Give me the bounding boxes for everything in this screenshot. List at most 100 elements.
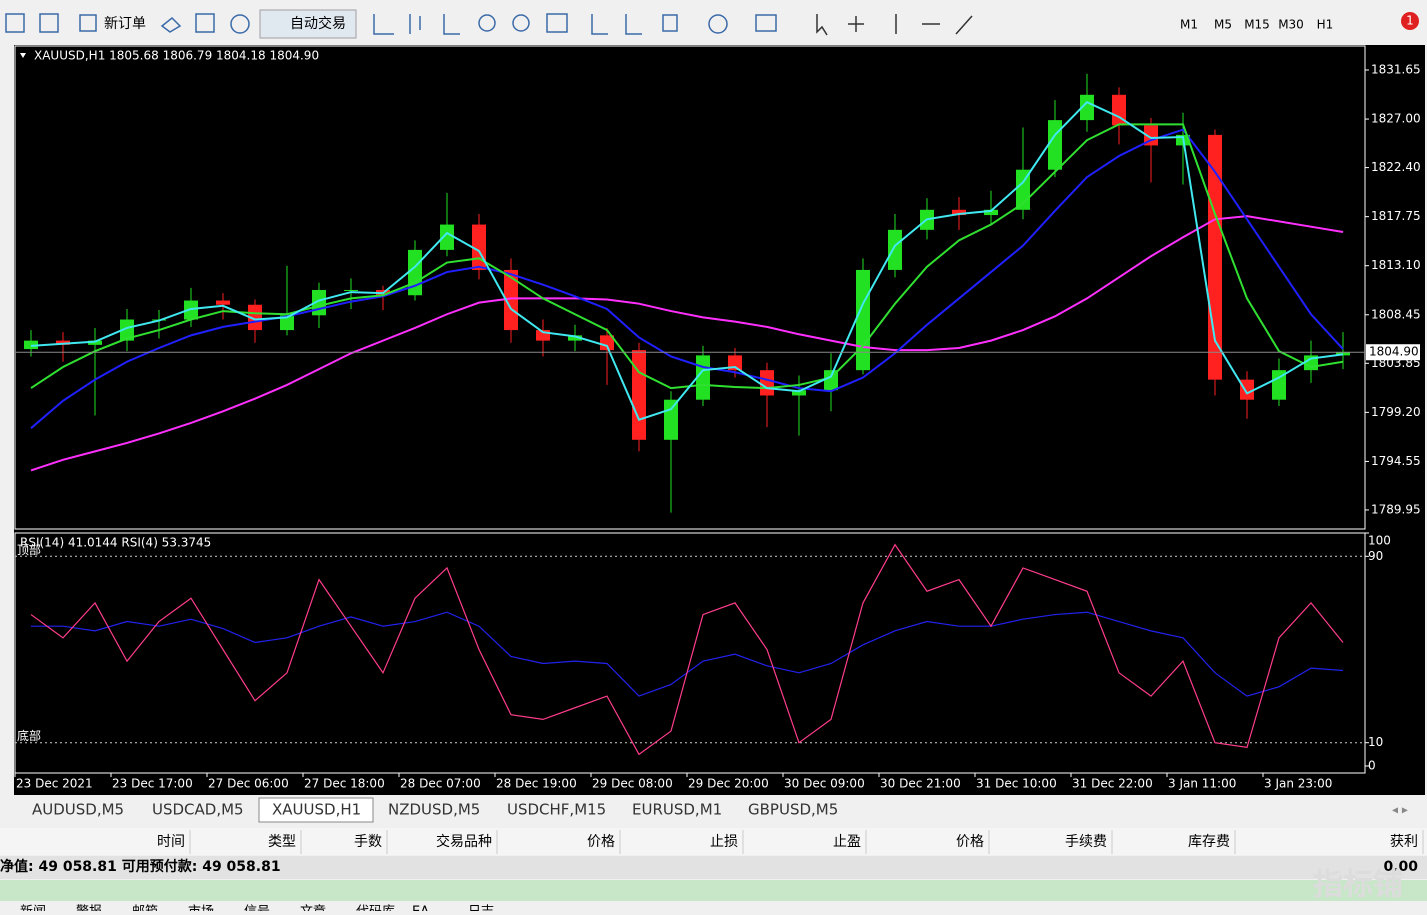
x-tick-label: 31 Dec 10:00 — [976, 777, 1057, 791]
column-header[interactable]: 止盈 — [833, 834, 861, 850]
column-header[interactable]: 获利 — [1390, 834, 1418, 850]
x-tick-label: 31 Dec 22:00 — [1072, 777, 1153, 791]
balance: 净值: 49 058.81 可用预付款: 49 058.81 — [0, 858, 281, 875]
level-label: 顶部 — [17, 542, 41, 557]
chart-tab[interactable]: USDCAD,M5 — [152, 801, 244, 819]
y-tick-label: 0 — [1368, 759, 1376, 773]
rsi-panel — [14, 532, 1366, 774]
terminal-tab[interactable]: 新闻 — [20, 904, 46, 915]
green-row — [0, 880, 1427, 901]
candle-body — [24, 340, 38, 350]
x-tick-label: 28 Dec 19:00 — [496, 777, 577, 791]
x-tick-label: 3 Jan 23:00 — [1264, 777, 1332, 791]
x-tick-label: 30 Dec 09:00 — [784, 777, 865, 791]
candle-body — [1048, 120, 1062, 170]
column-header[interactable]: 库存费 — [1188, 834, 1230, 850]
moving-average — [30, 123, 1344, 390]
toolbar — [0, 0, 1427, 44]
candle-body — [248, 304, 262, 331]
candle-body — [1272, 370, 1286, 400]
candle-body — [664, 399, 678, 440]
column-header[interactable]: 类型 — [268, 834, 296, 850]
alert-count: 1 — [1406, 14, 1414, 28]
chart-tab[interactable]: GBPUSD,M5 — [748, 801, 838, 819]
candle-body — [1112, 94, 1126, 126]
alert-badge — [1401, 12, 1419, 30]
x-tick-label: 3 Jan 11:00 — [1168, 777, 1236, 791]
chart-info: XAUUSD,H1 1805.68 1806.79 1804.18 1804.9… — [34, 49, 319, 63]
current-price-box — [1366, 344, 1420, 361]
timeframe-button[interactable]: H1 — [1317, 18, 1334, 32]
candle-body — [952, 209, 966, 216]
active-tab — [258, 797, 374, 823]
terminal-tab[interactable]: 邮箱 — [132, 904, 158, 915]
x-tick-label: 28 Dec 07:00 — [400, 777, 481, 791]
timeframes: M1 M5 M15 M30 H1 — [1180, 18, 1333, 32]
x-tick-label: 27 Dec 06:00 — [208, 777, 289, 791]
candle-body — [408, 249, 422, 296]
candle-body — [88, 340, 102, 345]
candle-body — [632, 350, 646, 440]
candle-body — [600, 335, 614, 351]
timeframe-button[interactable]: M15 — [1244, 18, 1270, 32]
balance-row — [0, 856, 1427, 879]
candle-body — [984, 209, 998, 216]
y-tick-label: 1794.55 — [1371, 454, 1421, 468]
y-tick-label: 1808.45 — [1371, 307, 1421, 321]
tab-scroll[interactable]: ◂ ▸ — [1392, 803, 1408, 817]
candle-body — [120, 319, 134, 341]
rsi-title: RSI(14) 41.0144 RSI(4) 53.3745 — [20, 536, 211, 550]
candle-body — [344, 289, 358, 291]
timeframe-button[interactable]: M5 — [1214, 18, 1232, 32]
terminal-tab[interactable]: EA — [412, 905, 429, 915]
terminal-tab[interactable]: 代码库 — [356, 904, 395, 915]
column-header[interactable]: 手数 — [354, 834, 382, 850]
chart-tab[interactable]: AUDUSD,M5 — [32, 801, 124, 819]
candle-body — [1144, 125, 1158, 146]
moving-average — [30, 128, 1344, 429]
chart-tab[interactable]: XAUUSD,H1 — [272, 801, 361, 819]
candle-body — [888, 229, 902, 270]
terminal-tab[interactable]: 信号 — [244, 905, 270, 915]
chart-tab[interactable]: EURUSD,M1 — [632, 801, 722, 819]
chart-marks: 1831.65 1827.00 1822.40 1817.75 1813.10 1808.… — [14, 63, 1421, 791]
moving-average — [30, 100, 1344, 421]
y-tick-label: 1789.95 — [1371, 502, 1421, 516]
auto-trading-button[interactable]: 自动交易 — [290, 15, 346, 32]
terminal-tab[interactable]: 市场 — [188, 904, 214, 915]
price-panel — [14, 45, 1366, 530]
terminal-tab[interactable]: 警报 — [76, 904, 102, 915]
column-header[interactable]: 手续费 — [1065, 833, 1107, 850]
chart-tab[interactable]: NZDUSD,M5 — [388, 801, 480, 819]
column-header[interactable]: 时间 — [157, 834, 185, 850]
level-label: 底部 — [17, 728, 41, 743]
column-header[interactable]: 止损 — [710, 834, 738, 850]
timeframe-button[interactable]: M1 — [1180, 18, 1198, 32]
rsi-line — [30, 543, 1344, 756]
auto-trading-frame — [259, 9, 357, 39]
info-arrow — [20, 53, 26, 58]
new-order-button[interactable]: 新订单 — [104, 16, 146, 32]
y-tick-label: 1831.65 — [1371, 63, 1421, 77]
candle-body — [440, 224, 454, 250]
candle-body — [56, 340, 70, 345]
chart-tab[interactable]: USDCHF,M15 — [507, 801, 606, 819]
x-tick-label: 30 Dec 21:00 — [880, 777, 961, 791]
timeframe-button[interactable]: M30 — [1278, 18, 1304, 32]
y-tick-label: 1827.00 — [1371, 112, 1421, 126]
watermark: 指标铺 — [1313, 868, 1403, 903]
chart-window — [14, 45, 1425, 795]
x-tick-label: 23 Dec 2021 — [16, 777, 93, 791]
column-header[interactable]: 价格 — [956, 834, 984, 850]
column-header[interactable]: 价格 — [587, 834, 615, 850]
candle-body — [856, 269, 870, 371]
profit: 0.00 — [1383, 859, 1418, 875]
terminal-tab[interactable]: 文章 — [300, 904, 326, 915]
candle-body — [568, 335, 582, 341]
candle-body — [216, 300, 230, 305]
column-header[interactable]: 交易品种 — [436, 833, 492, 850]
terminal-tab[interactable]: 日志 — [468, 905, 494, 915]
y-tick-label: 10 — [1368, 735, 1383, 749]
